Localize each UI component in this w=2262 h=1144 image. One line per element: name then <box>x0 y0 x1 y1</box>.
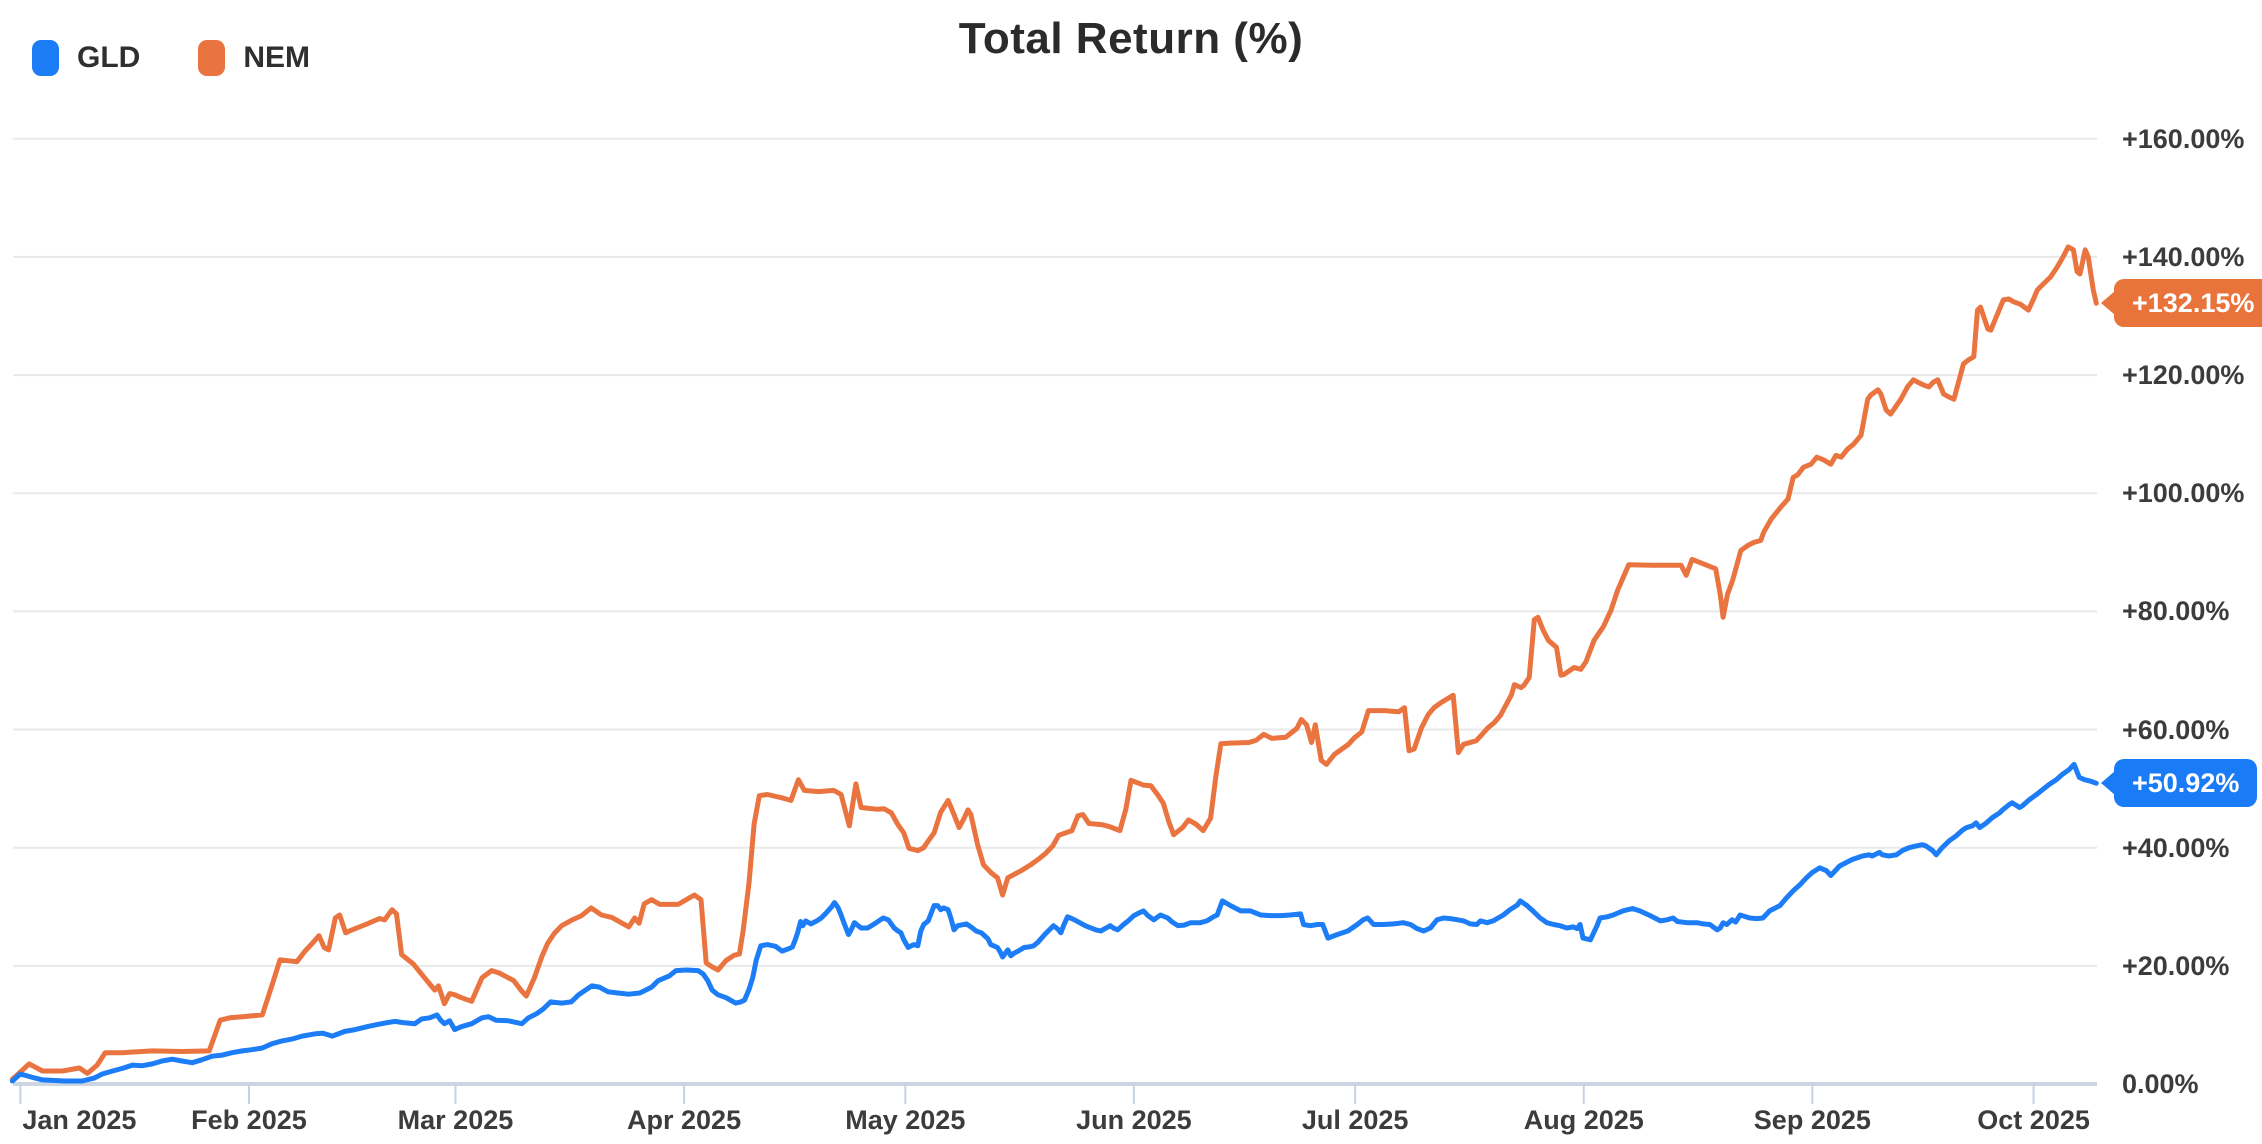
y-axis-tick-label: +80.00% <box>2122 596 2230 627</box>
y-axis-tick-label: +160.00% <box>2122 123 2245 154</box>
y-axis-tick-label: +140.00% <box>2122 241 2245 272</box>
legend: GLD NEM <box>32 40 310 76</box>
gld-final-value-badge: +50.92% <box>2101 759 2258 808</box>
y-axis-tick-label: 0.00% <box>2122 1069 2199 1099</box>
x-axis-tick-label: Sep 2025 <box>1753 1105 1871 1135</box>
y-axis-tick-label: +40.00% <box>2122 832 2230 863</box>
legend-item-gld[interactable]: GLD <box>32 40 140 76</box>
legend-item-nem[interactable]: NEM <box>198 40 310 76</box>
gld-series-swatch-icon <box>32 40 59 76</box>
nem-final-value-badge: +132.15% <box>2101 279 2262 328</box>
chart-title: Total Return (%) <box>958 14 1304 63</box>
x-axis-tick-label: Oct 2025 <box>1977 1105 2090 1135</box>
nem-final-value-label: +132.15% <box>2132 287 2255 318</box>
x-axis-tick-label: Jul 2025 <box>1301 1105 1409 1135</box>
legend-label-nem: NEM <box>243 41 310 74</box>
badge-arrow-left-icon <box>2101 771 2115 796</box>
x-axis-tick-label: Aug 2025 <box>1523 1105 1644 1135</box>
x-axis-tick-label: Jan 2025 <box>22 1105 137 1135</box>
gld-final-value-label: +50.92% <box>2132 767 2240 798</box>
x-axis-tick-label: Jun 2025 <box>1076 1105 1192 1135</box>
x-axis-tick-label: Feb 2025 <box>191 1105 307 1135</box>
badge-arrow-left-icon <box>2101 291 2115 316</box>
x-axis-tick-label: Apr 2025 <box>627 1105 742 1135</box>
x-axis-tick-label: Mar 2025 <box>397 1105 514 1135</box>
y-axis-tick-label: +100.00% <box>2122 478 2245 509</box>
y-axis-tick-label: +60.00% <box>2122 714 2230 745</box>
x-axis-tick-label: May 2025 <box>845 1105 966 1135</box>
y-axis-tick-label: +120.00% <box>2122 360 2245 391</box>
y-axis-tick-label: +20.00% <box>2122 950 2230 981</box>
nem-series-swatch-icon <box>198 40 226 76</box>
legend-label-gld: GLD <box>77 41 141 74</box>
